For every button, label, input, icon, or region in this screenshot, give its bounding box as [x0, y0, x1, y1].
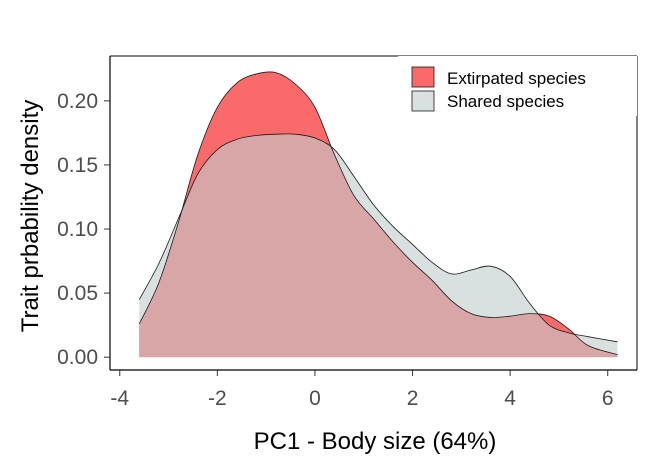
overlap-area	[139, 133, 618, 358]
x-tick-label: 0	[309, 387, 321, 410]
y-tick-label: 0.00	[57, 346, 98, 369]
x-tick-label: 6	[602, 387, 614, 410]
x-tick-label: -4	[110, 387, 129, 410]
x-axis-title: PC1 - Body size (64%)	[254, 428, 497, 455]
x-tick-label: 4	[504, 387, 516, 410]
y-tick-label: 0.05	[57, 282, 98, 305]
plot-area	[138, 71, 618, 358]
legend-background	[398, 56, 637, 116]
legend-key-shared	[411, 90, 435, 112]
legend: Extirpated species Shared species	[398, 56, 637, 116]
legend-label-shared: Shared species	[447, 92, 564, 111]
x-tick-label: 2	[407, 387, 419, 410]
x-tick-label: -2	[208, 387, 227, 410]
y-tick-label: 0.10	[57, 218, 98, 241]
legend-key-extirpated	[411, 66, 435, 88]
shared-species-outline	[138, 133, 618, 343]
tick-labels: -4 -2 0 2 4 6 0.00 0.05 0.10 0.15 0.20	[57, 90, 613, 410]
y-axis-title: Trait prbability density	[17, 100, 44, 333]
y-tick-label: 0.15	[57, 154, 98, 177]
y-tick-label: 0.20	[57, 90, 98, 113]
extirpated-species-outline	[138, 71, 618, 356]
legend-label-extirpated: Extirpated species	[447, 69, 586, 88]
